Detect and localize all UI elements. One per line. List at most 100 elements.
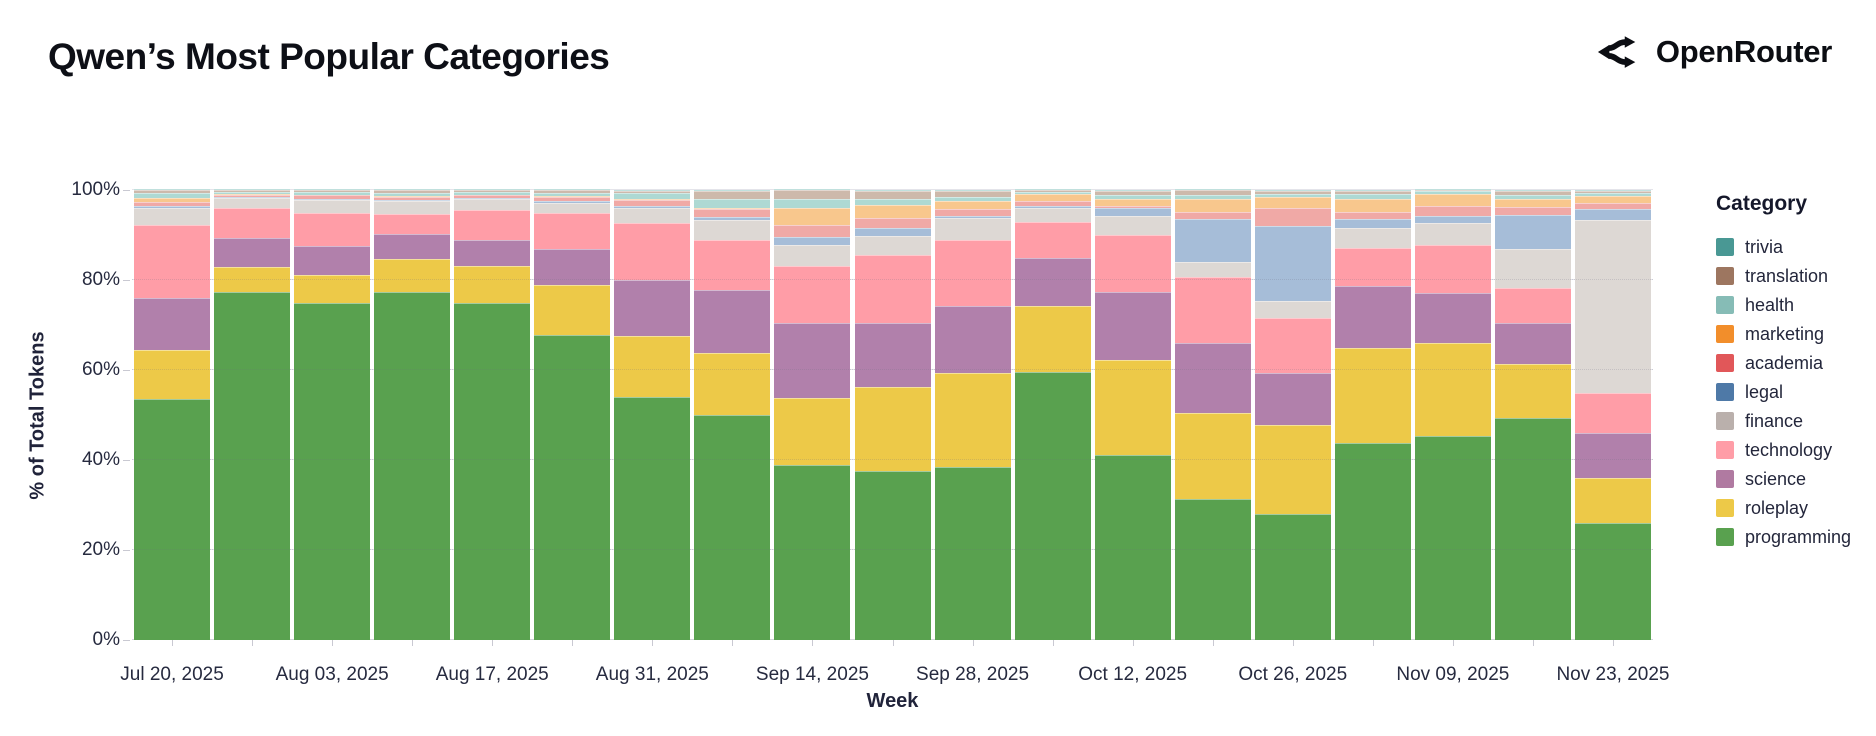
segment-marketing[interactable] (774, 208, 851, 226)
segment-academia[interactable] (134, 202, 211, 206)
segment-science[interactable] (1494, 322, 1571, 365)
segment-marketing[interactable] (1094, 198, 1171, 206)
segment-technology[interactable] (934, 239, 1011, 307)
segment-finance[interactable] (854, 235, 931, 255)
segment-marketing[interactable] (1494, 198, 1571, 208)
segment-programming[interactable] (1334, 443, 1411, 640)
segment-trivia[interactable] (694, 189, 771, 191)
segment-programming[interactable] (454, 303, 531, 640)
segment-health[interactable] (694, 199, 771, 208)
segment-legal[interactable] (774, 237, 851, 245)
segment-marketing[interactable] (1014, 194, 1091, 201)
segment-trivia[interactable] (1094, 189, 1171, 191)
segment-programming[interactable] (934, 466, 1011, 640)
segment-academia[interactable] (1254, 208, 1331, 227)
legend-item-health[interactable]: health (1716, 290, 1874, 319)
segment-marketing[interactable] (934, 200, 1011, 210)
segment-trivia[interactable] (1494, 190, 1571, 192)
segment-academia[interactable] (934, 209, 1011, 217)
segment-academia[interactable] (1574, 202, 1651, 210)
segment-science[interactable] (614, 280, 691, 336)
segment-roleplay[interactable] (1254, 424, 1331, 514)
legend-item-science[interactable]: science (1716, 464, 1874, 493)
segment-programming[interactable] (294, 302, 371, 640)
segment-marketing[interactable] (374, 195, 451, 197)
segment-health[interactable] (1574, 192, 1651, 196)
segment-health[interactable] (1254, 194, 1331, 197)
segment-roleplay[interactable] (134, 350, 211, 400)
segment-technology[interactable] (774, 266, 851, 323)
segment-health[interactable] (454, 192, 531, 195)
segment-finance[interactable] (614, 208, 691, 223)
segment-science[interactable] (214, 238, 291, 267)
segment-technology[interactable] (854, 254, 931, 323)
segment-trivia[interactable] (534, 189, 611, 191)
segment-technology[interactable] (534, 213, 611, 249)
segment-science[interactable] (1014, 258, 1091, 307)
segment-health[interactable] (374, 192, 451, 196)
segment-finance[interactable] (694, 220, 771, 240)
segment-programming[interactable] (1414, 436, 1491, 640)
segment-translation[interactable] (1414, 190, 1491, 192)
segment-technology[interactable] (134, 224, 211, 299)
segment-trivia[interactable] (134, 189, 211, 191)
segment-finance[interactable] (454, 199, 531, 210)
segment-roleplay[interactable] (214, 266, 291, 292)
segment-science[interactable] (854, 322, 931, 387)
legend-item-marketing[interactable]: marketing (1716, 319, 1874, 348)
segment-legal[interactable] (1094, 208, 1171, 217)
segment-science[interactable] (454, 239, 531, 267)
segment-academia[interactable] (534, 196, 611, 202)
segment-roleplay[interactable] (534, 284, 611, 335)
segment-academia[interactable] (374, 196, 451, 200)
segment-science[interactable] (1334, 285, 1411, 349)
segment-technology[interactable] (294, 212, 371, 246)
segment-roleplay[interactable] (1094, 360, 1171, 456)
segment-academia[interactable] (214, 194, 291, 198)
segment-trivia[interactable] (1574, 189, 1651, 191)
segment-health[interactable] (614, 193, 691, 200)
segment-legal[interactable] (1574, 209, 1651, 221)
segment-technology[interactable] (1334, 247, 1411, 286)
segment-science[interactable] (1094, 291, 1171, 361)
segment-finance[interactable] (774, 244, 851, 267)
openrouter-logo[interactable]: OpenRouter (1596, 32, 1832, 72)
segment-trivia[interactable] (774, 189, 851, 191)
segment-marketing[interactable] (1174, 199, 1251, 212)
segment-roleplay[interactable] (1334, 348, 1411, 444)
segment-health[interactable] (1174, 194, 1251, 200)
segment-legal[interactable] (294, 199, 371, 201)
segment-roleplay[interactable] (454, 266, 531, 304)
segment-programming[interactable] (1254, 513, 1331, 640)
segment-science[interactable] (1574, 432, 1651, 479)
segment-marketing[interactable] (1414, 194, 1491, 207)
segment-legal[interactable] (454, 198, 531, 200)
segment-translation[interactable] (1174, 190, 1251, 195)
segment-translation[interactable] (454, 190, 531, 193)
segment-trivia[interactable] (1414, 189, 1491, 191)
segment-marketing[interactable] (454, 194, 531, 196)
segment-academia[interactable] (1414, 206, 1491, 217)
segment-translation[interactable] (1494, 191, 1571, 195)
segment-finance[interactable] (534, 202, 611, 214)
segment-roleplay[interactable] (934, 372, 1011, 467)
segment-legal[interactable] (1334, 219, 1411, 228)
segment-marketing[interactable] (294, 194, 371, 196)
segment-science[interactable] (934, 306, 1011, 373)
segment-technology[interactable] (1254, 318, 1331, 373)
segment-marketing[interactable] (614, 199, 691, 201)
segment-translation[interactable] (614, 190, 691, 194)
segment-technology[interactable] (694, 239, 771, 290)
segment-technology[interactable] (1094, 235, 1171, 292)
segment-academia[interactable] (454, 195, 531, 199)
segment-health[interactable] (934, 196, 1011, 201)
segment-roleplay[interactable] (774, 398, 851, 465)
segment-translation[interactable] (1094, 190, 1171, 196)
segment-trivia[interactable] (454, 189, 531, 191)
segment-trivia[interactable] (854, 189, 931, 191)
segment-marketing[interactable] (1254, 196, 1331, 209)
segment-roleplay[interactable] (1174, 412, 1251, 500)
segment-health[interactable] (1494, 194, 1571, 199)
segment-programming[interactable] (854, 470, 931, 640)
segment-finance[interactable] (1494, 248, 1571, 289)
